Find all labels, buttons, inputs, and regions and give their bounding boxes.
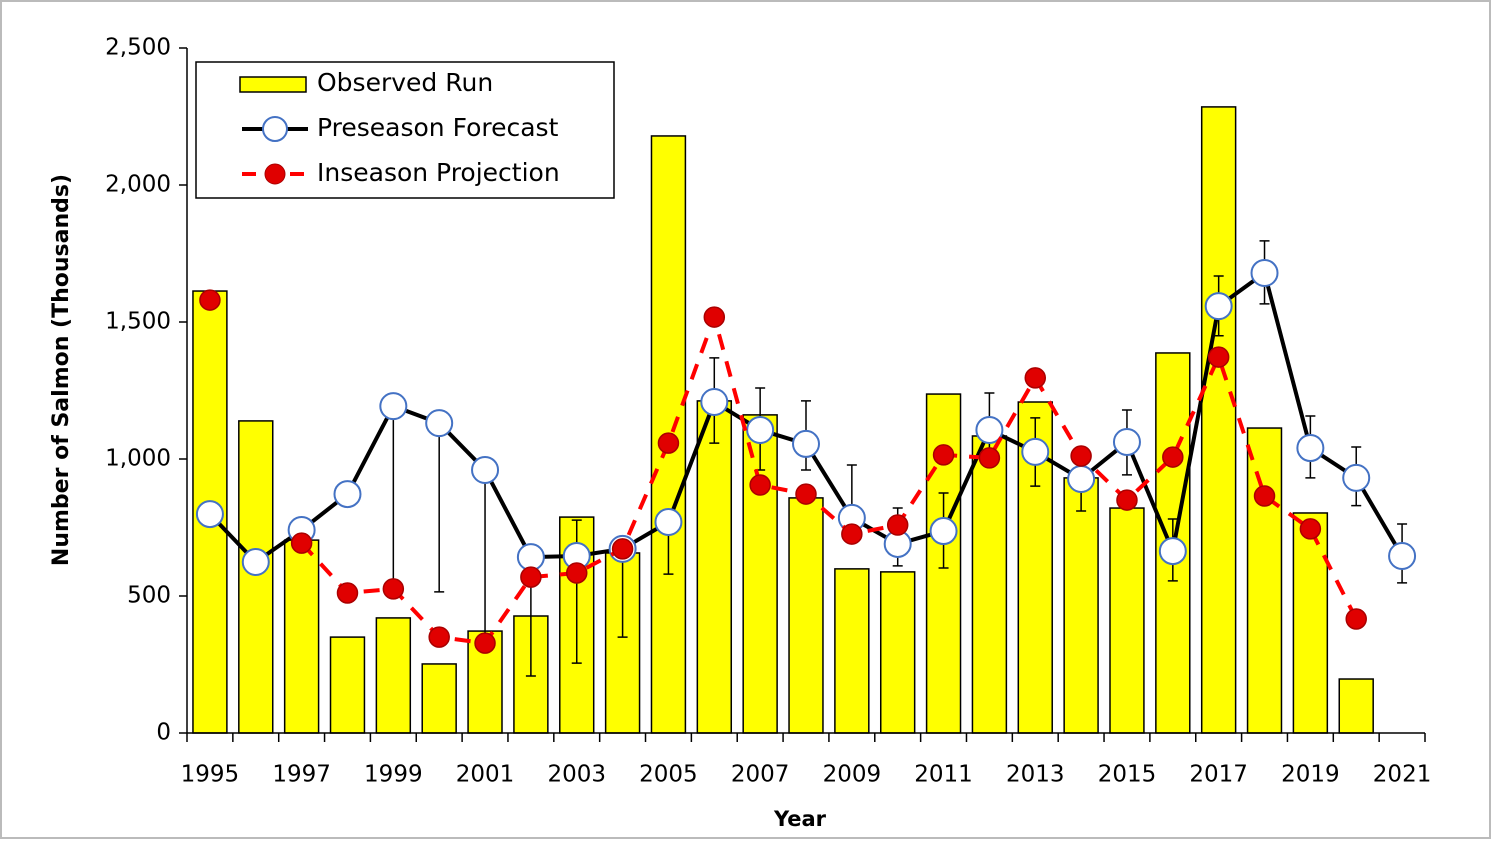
point (749, 474, 771, 496)
point (975, 415, 1004, 444)
legend-label: Observed Run (317, 68, 493, 97)
point (195, 500, 224, 529)
bar (1200, 106, 1237, 734)
point (1067, 465, 1096, 494)
y-axis-title: Number of Salmon (Thousands) (49, 174, 74, 566)
point (932, 444, 955, 466)
y-tick-label: 2,500 (105, 35, 171, 61)
x-tick-label: 2015 (1098, 762, 1157, 788)
bar (788, 497, 824, 734)
x-tick-label: 2021 (1373, 762, 1432, 788)
x-tick-label: 2009 (823, 762, 882, 788)
point (333, 480, 362, 509)
x-tick-label: 2001 (456, 762, 515, 788)
point (565, 562, 588, 584)
point (1158, 537, 1187, 566)
point (1112, 428, 1141, 457)
bar (1338, 678, 1374, 734)
series-line (300, 310, 1359, 646)
point (425, 409, 454, 438)
legend-label: Preseason Forecast (317, 113, 559, 142)
y-tick-label: 1,500 (105, 309, 171, 335)
legend-marker (264, 163, 286, 185)
point (1342, 463, 1371, 492)
bar (1246, 427, 1283, 734)
x-tick-label: 1999 (364, 762, 423, 788)
bar (329, 636, 366, 734)
bar (834, 568, 870, 734)
point (1250, 258, 1279, 287)
bar (375, 617, 412, 734)
x-tick-label: 2007 (731, 762, 790, 788)
bar (1063, 477, 1099, 734)
point (703, 306, 726, 328)
x-tick-label: 2019 (1281, 762, 1340, 788)
point (1204, 292, 1233, 321)
point (654, 508, 683, 537)
point (886, 514, 909, 536)
point (1207, 346, 1230, 368)
point (520, 566, 542, 588)
point (1021, 437, 1050, 466)
point (1070, 445, 1092, 467)
point (792, 429, 820, 458)
point (516, 543, 545, 572)
y-tick-label: 0 (156, 720, 171, 746)
point (474, 632, 496, 654)
y-tick-label: 1,000 (105, 446, 171, 472)
point (241, 548, 270, 577)
legend-label: Inseason Projection (317, 158, 560, 187)
point (1388, 541, 1417, 570)
y-tick-label: 500 (127, 583, 171, 609)
point (978, 447, 1001, 469)
x-tick-label: 1997 (272, 762, 331, 788)
point (336, 582, 359, 604)
bar (1109, 507, 1145, 734)
bar (971, 435, 1008, 734)
bar (879, 571, 916, 734)
point (1345, 608, 1367, 630)
legend-swatch (239, 76, 307, 93)
point (841, 523, 863, 545)
point (1162, 446, 1184, 468)
point (657, 432, 680, 454)
bar (1292, 512, 1329, 734)
point (1296, 434, 1325, 463)
bar (238, 420, 274, 734)
point (1024, 367, 1047, 389)
point (199, 289, 221, 311)
point (290, 532, 313, 554)
x-tick-label: 2011 (914, 762, 973, 788)
x-tick-label: 2017 (1189, 762, 1248, 788)
point (428, 626, 450, 648)
point (795, 483, 817, 505)
bar (696, 400, 733, 734)
point (382, 578, 405, 600)
bar (283, 539, 320, 734)
point (1299, 518, 1322, 540)
point (700, 388, 729, 417)
legend-marker (262, 116, 288, 142)
bar (421, 663, 457, 734)
point (1116, 489, 1138, 511)
y-tick-label: 2,000 (105, 172, 171, 198)
point (746, 415, 775, 444)
x-tick-label: 2013 (1006, 762, 1065, 788)
x-tick-label: 1995 (181, 762, 240, 788)
x-axis-title: Year (773, 807, 827, 831)
point (929, 517, 958, 546)
point (379, 392, 408, 421)
point (471, 455, 500, 484)
x-tick-label: 2005 (639, 762, 698, 788)
point (611, 538, 634, 560)
point (1253, 485, 1276, 507)
x-tick-label: 2003 (547, 762, 606, 788)
